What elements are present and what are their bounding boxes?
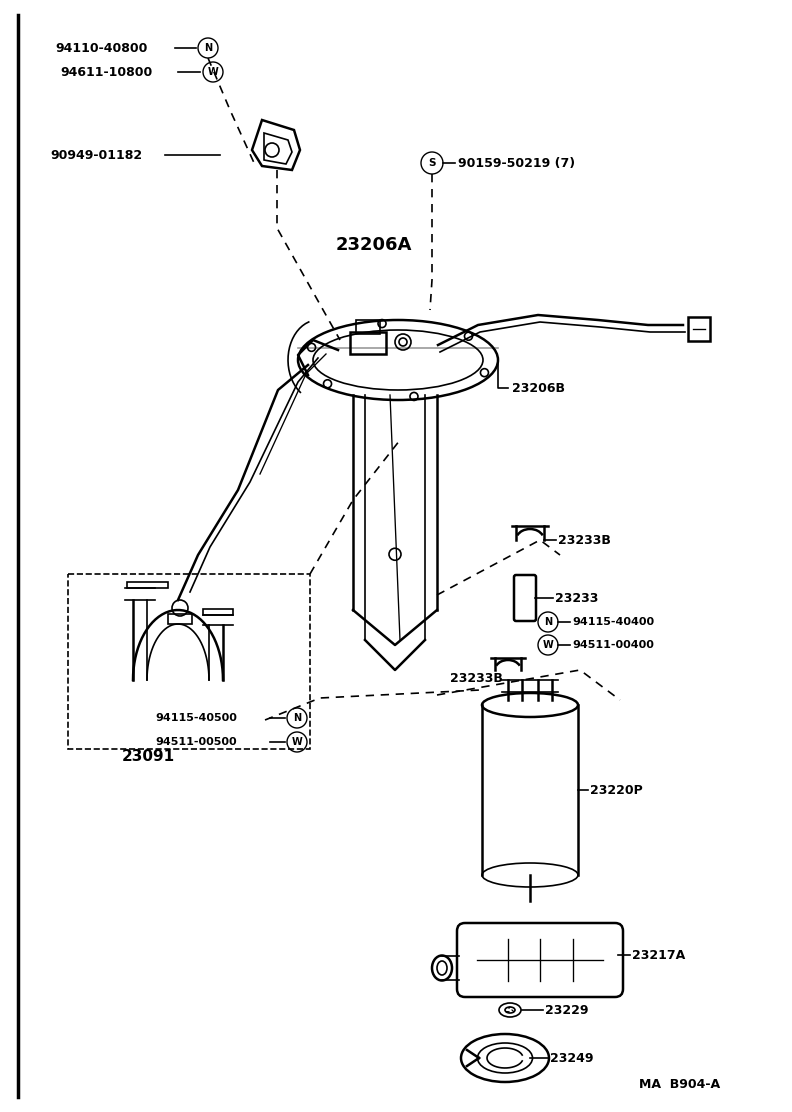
Text: N: N — [293, 713, 301, 723]
Text: MA  B904-A: MA B904-A — [639, 1079, 721, 1092]
Text: 94511-00500: 94511-00500 — [155, 737, 237, 747]
Text: 94115-40500: 94115-40500 — [155, 713, 237, 723]
Text: 94115-40400: 94115-40400 — [572, 617, 654, 627]
Text: 23206B: 23206B — [512, 381, 565, 395]
Text: W: W — [208, 67, 219, 77]
Text: 23229: 23229 — [545, 1003, 588, 1016]
Text: N: N — [204, 43, 212, 53]
Text: S: S — [428, 158, 436, 168]
Bar — [68, 574, 310, 749]
Text: 23091: 23091 — [122, 748, 175, 764]
Text: N: N — [544, 617, 552, 627]
Bar — [203, 609, 233, 615]
Text: 23233B: 23233B — [558, 534, 611, 546]
Bar — [356, 320, 380, 334]
Text: 94511-00400: 94511-00400 — [572, 641, 654, 651]
Text: 23206A: 23206A — [336, 236, 413, 254]
Text: 90949-01182: 90949-01182 — [50, 149, 142, 161]
Text: W: W — [543, 641, 554, 651]
Text: 23233B: 23233B — [450, 672, 503, 685]
Text: 94110-40800: 94110-40800 — [55, 41, 147, 54]
Text: 23233: 23233 — [555, 592, 599, 605]
Text: 23249: 23249 — [550, 1052, 593, 1064]
Bar — [350, 332, 386, 354]
Text: 94611-10800: 94611-10800 — [60, 66, 152, 79]
Text: 90159-50219 (7): 90159-50219 (7) — [458, 157, 575, 169]
Text: 23217A: 23217A — [632, 949, 685, 962]
Text: 23220P: 23220P — [590, 784, 643, 796]
Bar — [127, 582, 168, 588]
Text: W: W — [291, 737, 303, 747]
Bar — [168, 614, 192, 624]
